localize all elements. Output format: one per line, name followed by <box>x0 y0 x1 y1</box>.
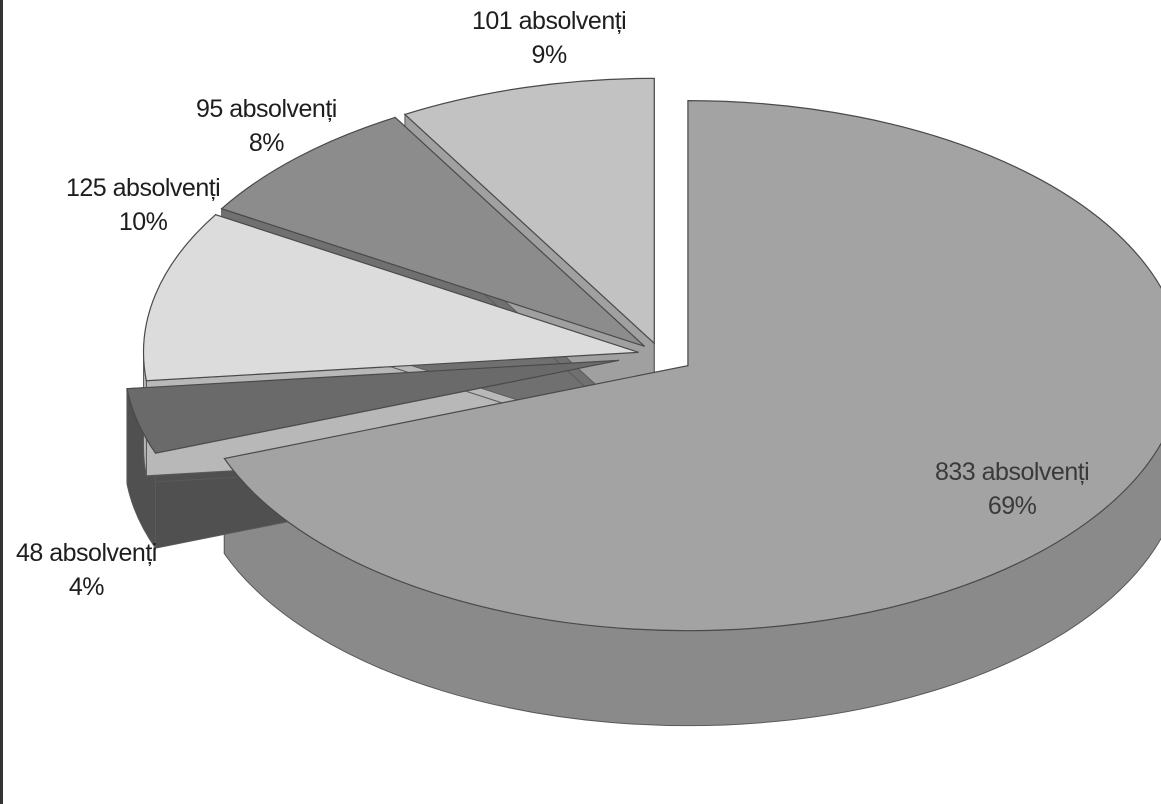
slice-label-125-count: 125 absolvenți <box>66 174 221 202</box>
slice-label-48: 48 absolvenți 4% <box>16 536 157 604</box>
slice-125-top <box>142 214 639 382</box>
slice-label-48-count: 48 absolvenți <box>16 539 157 567</box>
slice-label-833: 833 absolvenți 69% <box>935 455 1090 523</box>
slice-48-top <box>126 359 620 454</box>
slice-label-833-count: 833 absolvenți <box>935 458 1090 486</box>
slice-label-48-percent: 4% <box>68 573 105 601</box>
slice-label-101: 101 absolvenți 9% <box>472 4 627 72</box>
slice-label-95-percent: 8% <box>248 129 285 157</box>
slice-95-top <box>220 116 645 347</box>
slice-label-101-percent: 9% <box>531 41 568 69</box>
pie-top-faces <box>126 77 1161 632</box>
slice-101-top <box>403 77 655 345</box>
slice-label-125-percent: 10% <box>118 208 168 236</box>
slice-label-125: 125 absolvenți 10% <box>66 171 221 239</box>
image-left-border <box>0 0 3 804</box>
slice-833-top <box>223 100 1161 632</box>
slice-label-95-count: 95 absolvenți <box>196 95 337 123</box>
slice-label-833-percent: 69% <box>987 492 1037 520</box>
slice-label-95: 95 absolvenți 8% <box>196 92 337 160</box>
slice-label-101-count: 101 absolvenți <box>472 7 627 35</box>
